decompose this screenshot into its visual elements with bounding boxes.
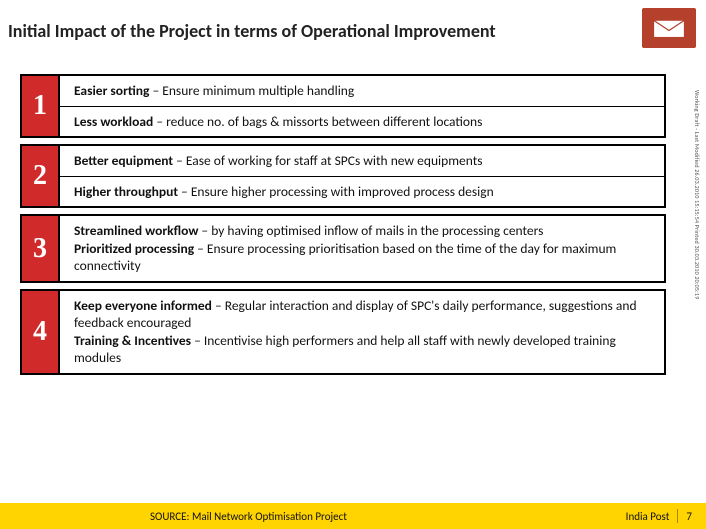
row-1-number: 1 xyxy=(20,74,60,138)
bold-text: Keep everyone informed xyxy=(74,297,212,314)
row-1-line-2: Less workload – reduce no. of bags & mis… xyxy=(60,106,664,137)
footer-right: India Post 7 xyxy=(626,509,706,523)
footer-divider xyxy=(677,509,678,523)
bold-text-2: Training & Incentives xyxy=(74,332,191,349)
bold-text: Better equipment xyxy=(74,152,173,169)
india-post-logo xyxy=(642,8,696,48)
row-4-line-1: Keep everyone informed – Regular interac… xyxy=(60,291,664,373)
row-2-line-1: Better equipment – Ease of working for s… xyxy=(60,146,664,176)
footer-brand: India Post xyxy=(626,510,670,523)
row-4-number: 4 xyxy=(20,289,60,375)
rest-text: – by having optimised inflow of mails in… xyxy=(198,222,543,239)
rest-text: – Ease of working for staff at SPCs with… xyxy=(173,152,482,169)
bold-text: Higher throughput xyxy=(74,183,178,200)
row-3-number: 3 xyxy=(20,214,60,283)
row-4: 4 Keep everyone informed – Regular inter… xyxy=(20,289,666,375)
row-2-content: Better equipment – Ease of working for s… xyxy=(60,144,666,208)
bold-text: Easier sorting xyxy=(74,82,149,99)
footer-source: SOURCE: Mail Network Optimisation Projec… xyxy=(150,510,347,523)
rows-container: 1 Easier sorting – Ensure minimum multip… xyxy=(20,74,666,381)
row-3-line-1: Streamlined workflow – by having optimis… xyxy=(60,216,664,281)
row-2-line-2: Higher throughput – Ensure higher proces… xyxy=(60,176,664,207)
row-2: 2 Better equipment – Ease of working for… xyxy=(20,144,666,208)
row-3: 3 Streamlined workflow – by having optim… xyxy=(20,214,666,283)
row-1-line-1: Easier sorting – Ensure minimum multiple… xyxy=(60,76,664,106)
side-metadata-text: Working Draft - Last Modified 26.03.2010… xyxy=(692,90,702,400)
row-2-number: 2 xyxy=(20,144,60,208)
bold-text-2: Prioritized processing xyxy=(74,240,194,257)
rest-text: – Ensure higher processing with improved… xyxy=(178,183,494,200)
slide: Initial Impact of the Project in terms o… xyxy=(0,0,706,529)
row-3-content: Streamlined workflow – by having optimis… xyxy=(60,214,666,283)
row-1: 1 Easier sorting – Ensure minimum multip… xyxy=(20,74,666,138)
rest-text: – reduce no. of bags & missorts between … xyxy=(153,113,482,130)
footer-page-number: 7 xyxy=(686,510,692,523)
page-title: Initial Impact of the Project in terms o… xyxy=(8,20,496,42)
bold-text: Less workload xyxy=(74,113,153,130)
row-1-content: Easier sorting – Ensure minimum multiple… xyxy=(60,74,666,138)
envelope-icon xyxy=(652,15,686,41)
bold-text: Streamlined workflow xyxy=(74,222,198,239)
row-4-content: Keep everyone informed – Regular interac… xyxy=(60,289,666,375)
rest-text: – Ensure minimum multiple handling xyxy=(149,82,354,99)
footer-bar: SOURCE: Mail Network Optimisation Projec… xyxy=(0,503,706,529)
